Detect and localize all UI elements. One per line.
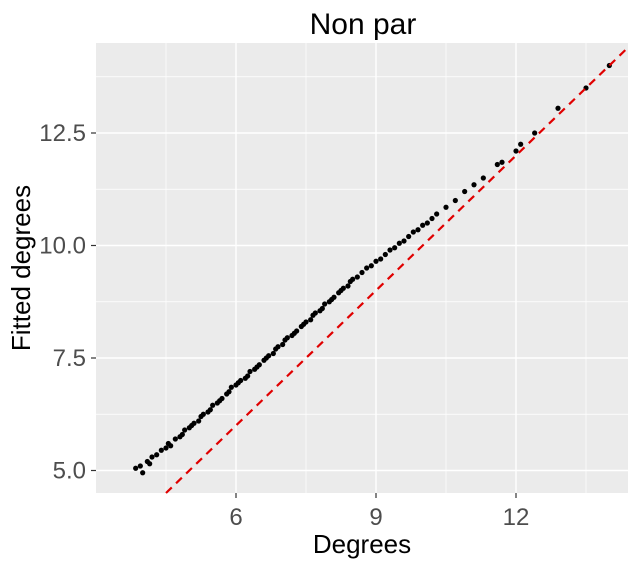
scatter-point [424, 220, 430, 226]
scatter-point [368, 263, 374, 269]
x-tick-label: 6 [229, 504, 242, 531]
scatter-point [284, 335, 290, 341]
scatter-point [256, 362, 262, 368]
scatter-point [345, 283, 351, 289]
scatter-point [364, 265, 370, 271]
scatter-point [207, 407, 213, 413]
scatter-point [443, 204, 449, 210]
y-tick-label: 12.5 [39, 120, 86, 147]
scatter-point [392, 245, 398, 251]
scatter-point [555, 105, 561, 111]
scatter-point [354, 274, 360, 280]
scatter-point [191, 420, 197, 426]
scatter-point [452, 197, 458, 204]
scatter-point [480, 175, 486, 181]
y-tick-label: 10.0 [39, 233, 86, 260]
scatter-point [168, 443, 174, 449]
scatter-point [280, 341, 286, 348]
scatter-point [499, 159, 505, 165]
y-tick-label: 5.0 [53, 458, 86, 485]
scatter-point [270, 350, 276, 357]
minor-gridlines [96, 43, 628, 493]
scatter-point [303, 319, 309, 325]
scatter-point [179, 431, 185, 438]
scatter-point [319, 305, 325, 312]
scatter-point [149, 454, 155, 460]
scatter-point [228, 384, 234, 390]
scatter-points [133, 62, 612, 476]
scatter-point [245, 373, 251, 379]
scatter-point [322, 301, 328, 307]
x-axis-title: Degrees [313, 529, 411, 559]
scatter-point [147, 461, 153, 467]
scatter-point [494, 161, 500, 168]
scatter-point [434, 211, 440, 217]
scatter-point [513, 148, 519, 154]
chart-title: Non par [310, 8, 417, 41]
scatter-point [429, 215, 435, 222]
scatter-point [340, 285, 346, 291]
scatter-point [247, 368, 253, 375]
x-axis-ticks: 6 9 12 [229, 493, 529, 531]
scatter-point [137, 463, 143, 469]
scatter-point [331, 294, 337, 300]
scatter-point [133, 465, 139, 471]
scatter-point [163, 445, 169, 451]
scatter-point [406, 233, 412, 240]
scatter-point [350, 276, 356, 282]
scatter-point [373, 258, 379, 264]
scatter-point [401, 238, 407, 244]
scatter-point [294, 328, 300, 334]
scatter-point [382, 251, 388, 258]
scatter-point [238, 377, 244, 384]
scatter-point [396, 240, 402, 246]
identity-reference-line [165, 46, 629, 494]
scatter-point [308, 317, 314, 323]
scatter-point [182, 427, 188, 433]
x-tick-label: 12 [503, 504, 530, 531]
scatter-point [420, 222, 426, 228]
scatter-point [140, 470, 146, 476]
scatter-point [518, 141, 524, 147]
y-axis-title: Fitted degrees [6, 185, 36, 351]
scatter-point [359, 269, 365, 276]
scatter-point [312, 310, 318, 316]
plot-panel [96, 43, 628, 493]
scatter-point [196, 418, 202, 424]
scatter-point [219, 395, 225, 402]
y-axis-ticks: 5.0 7.5 10.0 12.5 [39, 120, 96, 485]
scatter-point [532, 130, 538, 136]
scatter-point [172, 436, 178, 442]
scatter-point [154, 452, 160, 458]
y-tick-label: 7.5 [53, 345, 86, 372]
scatter-point [378, 256, 384, 262]
scatter-point [275, 344, 281, 350]
scatter-point [415, 227, 421, 233]
scatter-point [200, 411, 206, 417]
scatter-point [387, 247, 393, 253]
scatter-point [226, 389, 232, 395]
scatter-point [210, 402, 216, 408]
scatter-point [266, 353, 272, 359]
scatter-point [410, 229, 416, 235]
scatter-point [158, 447, 164, 453]
scatter-point [462, 188, 468, 195]
scatter-point [471, 182, 477, 188]
x-tick-label: 9 [369, 504, 382, 531]
